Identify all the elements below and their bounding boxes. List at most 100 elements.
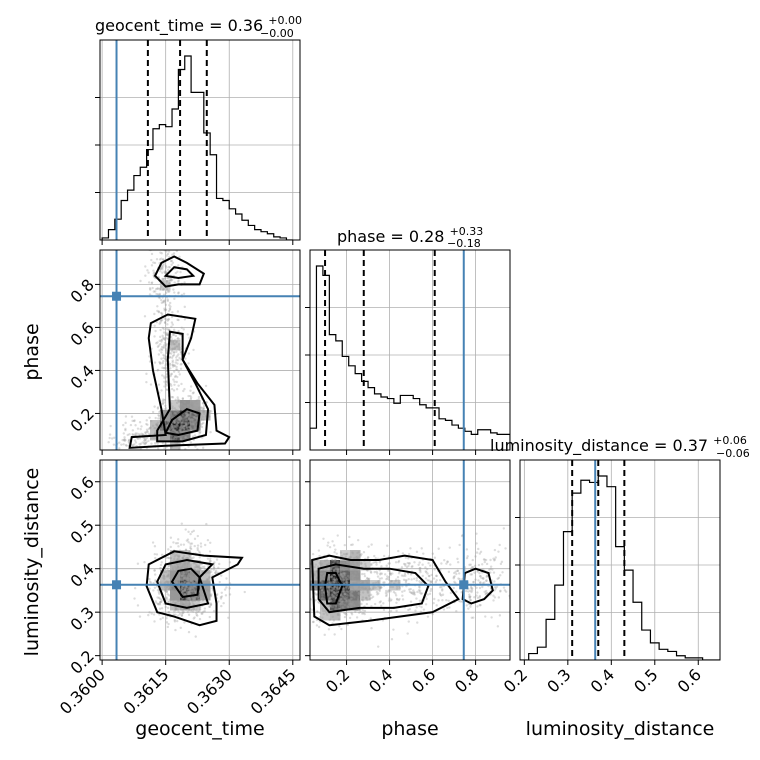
sample-point	[174, 608, 177, 612]
sample-point	[188, 417, 192, 421]
sample-point	[198, 617, 202, 621]
sample-point	[332, 578, 336, 581]
sample-point	[330, 575, 333, 578]
sample-point	[194, 417, 198, 421]
sample-point	[402, 574, 405, 578]
sample-point	[158, 339, 161, 342]
sample-point	[353, 574, 356, 577]
sample-point	[178, 595, 182, 599]
sample-point	[494, 556, 497, 559]
sample-point	[318, 561, 321, 565]
sample-point	[175, 365, 178, 369]
sample-point	[186, 428, 189, 431]
sample-point	[154, 427, 157, 430]
sample-point	[340, 562, 343, 565]
sample-point	[175, 340, 179, 343]
sample-point	[157, 603, 160, 606]
sample-point	[429, 564, 432, 567]
sample-point	[456, 557, 459, 561]
sample-point	[322, 575, 325, 578]
sample-point	[181, 426, 184, 429]
sample-point	[176, 337, 180, 340]
sample-point	[421, 563, 424, 566]
sample-point	[456, 561, 460, 564]
sample-point	[191, 422, 195, 425]
sample-point	[435, 574, 438, 578]
sample-point	[334, 605, 338, 609]
sample-point	[424, 603, 428, 606]
sample-point	[186, 576, 189, 579]
sample-point	[374, 557, 377, 560]
sample-point	[212, 568, 216, 571]
sample-point	[334, 581, 337, 584]
sample-point	[323, 633, 326, 637]
sample-point	[379, 587, 382, 590]
sample-point	[134, 441, 138, 444]
sample-point	[162, 435, 165, 439]
sample-point	[493, 580, 496, 583]
sample-point	[186, 413, 189, 417]
sample-point	[180, 574, 183, 578]
sample-point	[346, 560, 349, 563]
sample-point	[163, 376, 166, 380]
sample-point	[485, 575, 488, 578]
sample-point	[335, 604, 338, 607]
sample-point	[163, 446, 166, 450]
sample-point	[379, 573, 382, 576]
sample-point	[377, 581, 381, 585]
sample-point	[336, 568, 339, 571]
sample-point	[349, 585, 352, 588]
sample-point	[180, 590, 184, 594]
sample-point	[186, 597, 189, 601]
sample-point	[329, 585, 333, 589]
sample-point	[186, 333, 189, 336]
sample-point	[172, 350, 176, 354]
sample-point	[187, 597, 191, 601]
sample-point	[175, 592, 179, 595]
sample-point	[174, 342, 177, 346]
sample-point	[319, 580, 322, 583]
sample-point	[197, 599, 200, 602]
sample-point	[170, 430, 173, 433]
sample-point	[174, 613, 177, 616]
sample-point	[484, 558, 488, 562]
sample-point	[176, 398, 180, 401]
sample-point	[202, 597, 206, 600]
sample-point	[328, 581, 332, 585]
sample-point	[171, 405, 174, 408]
sample-point	[175, 350, 178, 353]
sample-point	[151, 437, 154, 440]
sample-point	[333, 598, 336, 601]
sample-point	[157, 590, 161, 594]
sample-point	[331, 578, 335, 581]
sample-point	[156, 293, 160, 296]
density-cell	[180, 590, 191, 601]
sample-point	[175, 358, 178, 362]
sample-point	[144, 442, 147, 445]
sample-point	[485, 579, 488, 582]
sample-point	[335, 587, 339, 590]
sample-point	[479, 575, 482, 578]
sample-point	[471, 558, 474, 562]
sample-point	[356, 597, 360, 601]
sample-point	[161, 277, 165, 281]
sample-point	[195, 579, 199, 582]
sample-point	[194, 590, 197, 593]
sample-point	[332, 544, 336, 547]
sample-point	[165, 580, 169, 583]
sample-point	[190, 580, 194, 583]
sample-point	[154, 416, 157, 420]
sample-point	[170, 424, 174, 428]
sample-point	[401, 594, 404, 597]
sample-point	[195, 578, 198, 581]
sample-point	[198, 428, 201, 431]
sample-point	[466, 555, 469, 558]
sample-point	[214, 569, 218, 573]
sample-point	[187, 417, 190, 421]
sample-point	[169, 429, 172, 432]
sample-point	[170, 572, 174, 575]
sample-point	[133, 419, 136, 423]
sample-point	[170, 347, 173, 351]
sample-point	[177, 348, 180, 351]
sample-point	[176, 575, 180, 578]
